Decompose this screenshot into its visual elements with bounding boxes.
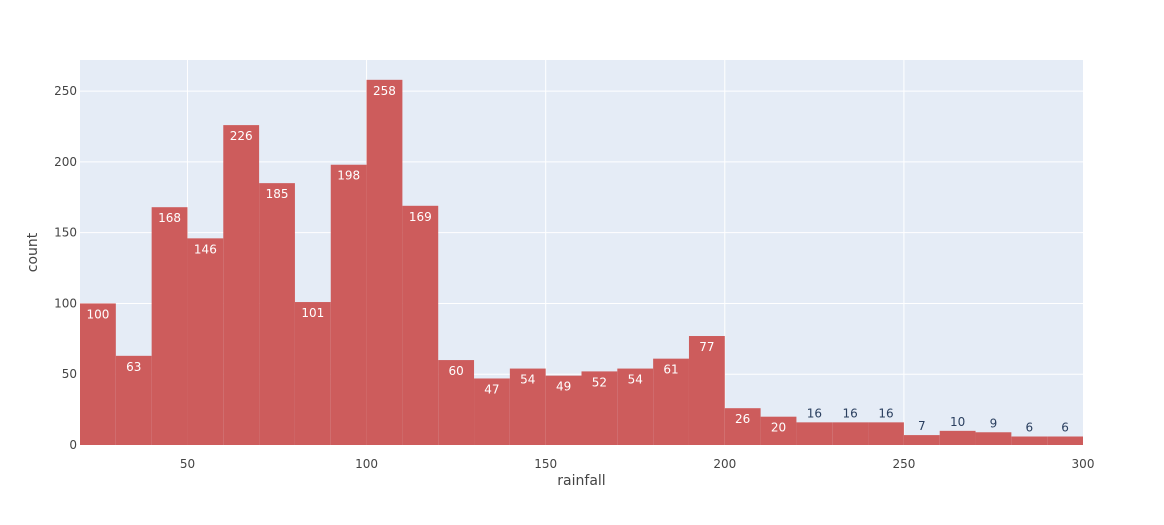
bar-value-label: 101	[301, 306, 324, 320]
bar-value-label: 6	[1061, 421, 1069, 435]
x-tick-label: 250	[892, 457, 915, 471]
bar-value-label: 6	[1025, 421, 1033, 435]
histogram-bar	[366, 79, 403, 446]
histogram-bar	[474, 378, 510, 445]
bar-value-label: 146	[194, 242, 217, 256]
bar-value-label: 9	[990, 416, 998, 430]
y-tick-label: 150	[54, 226, 77, 240]
histogram-bar	[975, 432, 1012, 445]
x-tick-label: 100	[355, 457, 378, 471]
bar-value-label: 16	[878, 406, 893, 420]
y-tick-label: 50	[62, 367, 77, 381]
histogram-bar	[151, 207, 188, 445]
y-tick-label: 100	[54, 296, 77, 310]
histogram-bar	[509, 368, 546, 445]
x-tick-label: 300	[1072, 457, 1095, 471]
bars	[80, 79, 1083, 446]
bar-value-label: 47	[484, 382, 499, 396]
histogram-bar	[80, 303, 116, 445]
y-axis-ticks: 0 50 100 150 200 250	[54, 84, 77, 452]
x-axis-title: rainfall	[557, 473, 605, 489]
y-tick-label: 0	[69, 438, 77, 452]
histogram-bar	[868, 422, 904, 445]
bar-value-label: 49	[556, 380, 571, 394]
bar-value-label: 100	[86, 307, 109, 321]
histogram-bar	[223, 125, 260, 445]
histogram-bar	[903, 435, 940, 445]
bar-value-label: 60	[448, 364, 463, 378]
bar-value-label: 54	[628, 373, 643, 387]
histogram-bar	[581, 371, 618, 445]
bar-value-label: 77	[699, 340, 714, 354]
bar-value-label: 7	[918, 419, 926, 433]
bar-value-label: 26	[735, 412, 750, 426]
histogram-bar	[724, 408, 761, 445]
histogram-bar	[115, 355, 152, 445]
bar-value-label: 20	[771, 421, 786, 435]
x-tick-label: 50	[180, 457, 195, 471]
histogram-bar	[653, 358, 689, 445]
bar-value-label: 168	[158, 211, 181, 225]
bar-value-label: 16	[807, 406, 822, 420]
bar-value-label: 52	[592, 375, 607, 389]
x-tick-label: 200	[713, 457, 736, 471]
bar-value-label: 169	[409, 210, 432, 224]
histogram-bar	[438, 360, 475, 445]
histogram-bar	[402, 205, 439, 445]
histogram-bar	[1047, 436, 1083, 445]
x-axis-ticks: 50 100 150 200 250 300	[180, 457, 1095, 471]
bar-value-label: 10	[950, 415, 965, 429]
bar-value-label: 61	[663, 363, 678, 377]
histogram-bar	[939, 430, 976, 445]
bar-value-label: 16	[843, 406, 858, 420]
histogram-bar	[545, 375, 582, 445]
histogram-bar	[832, 422, 869, 445]
histogram-bar	[617, 368, 654, 445]
bar-value-label: 63	[126, 360, 141, 374]
histogram-bar	[1011, 436, 1048, 445]
histogram-bar	[796, 422, 833, 445]
histogram-bar	[187, 238, 224, 445]
y-tick-label: 200	[54, 155, 77, 169]
bar-value-label: 226	[230, 129, 253, 143]
histogram-bar	[330, 164, 367, 445]
bar-value-label: 258	[373, 84, 396, 98]
histogram-bar	[760, 416, 797, 445]
histogram-bar	[688, 336, 725, 445]
y-tick-label: 250	[54, 84, 77, 98]
x-tick-label: 150	[534, 457, 557, 471]
bar-value-label: 185	[266, 187, 289, 201]
histogram-bar	[294, 302, 331, 445]
y-axis-title: count	[25, 232, 41, 272]
bar-value-label: 198	[337, 169, 360, 183]
bar-value-label: 54	[520, 373, 535, 387]
histogram-bar	[259, 183, 295, 446]
